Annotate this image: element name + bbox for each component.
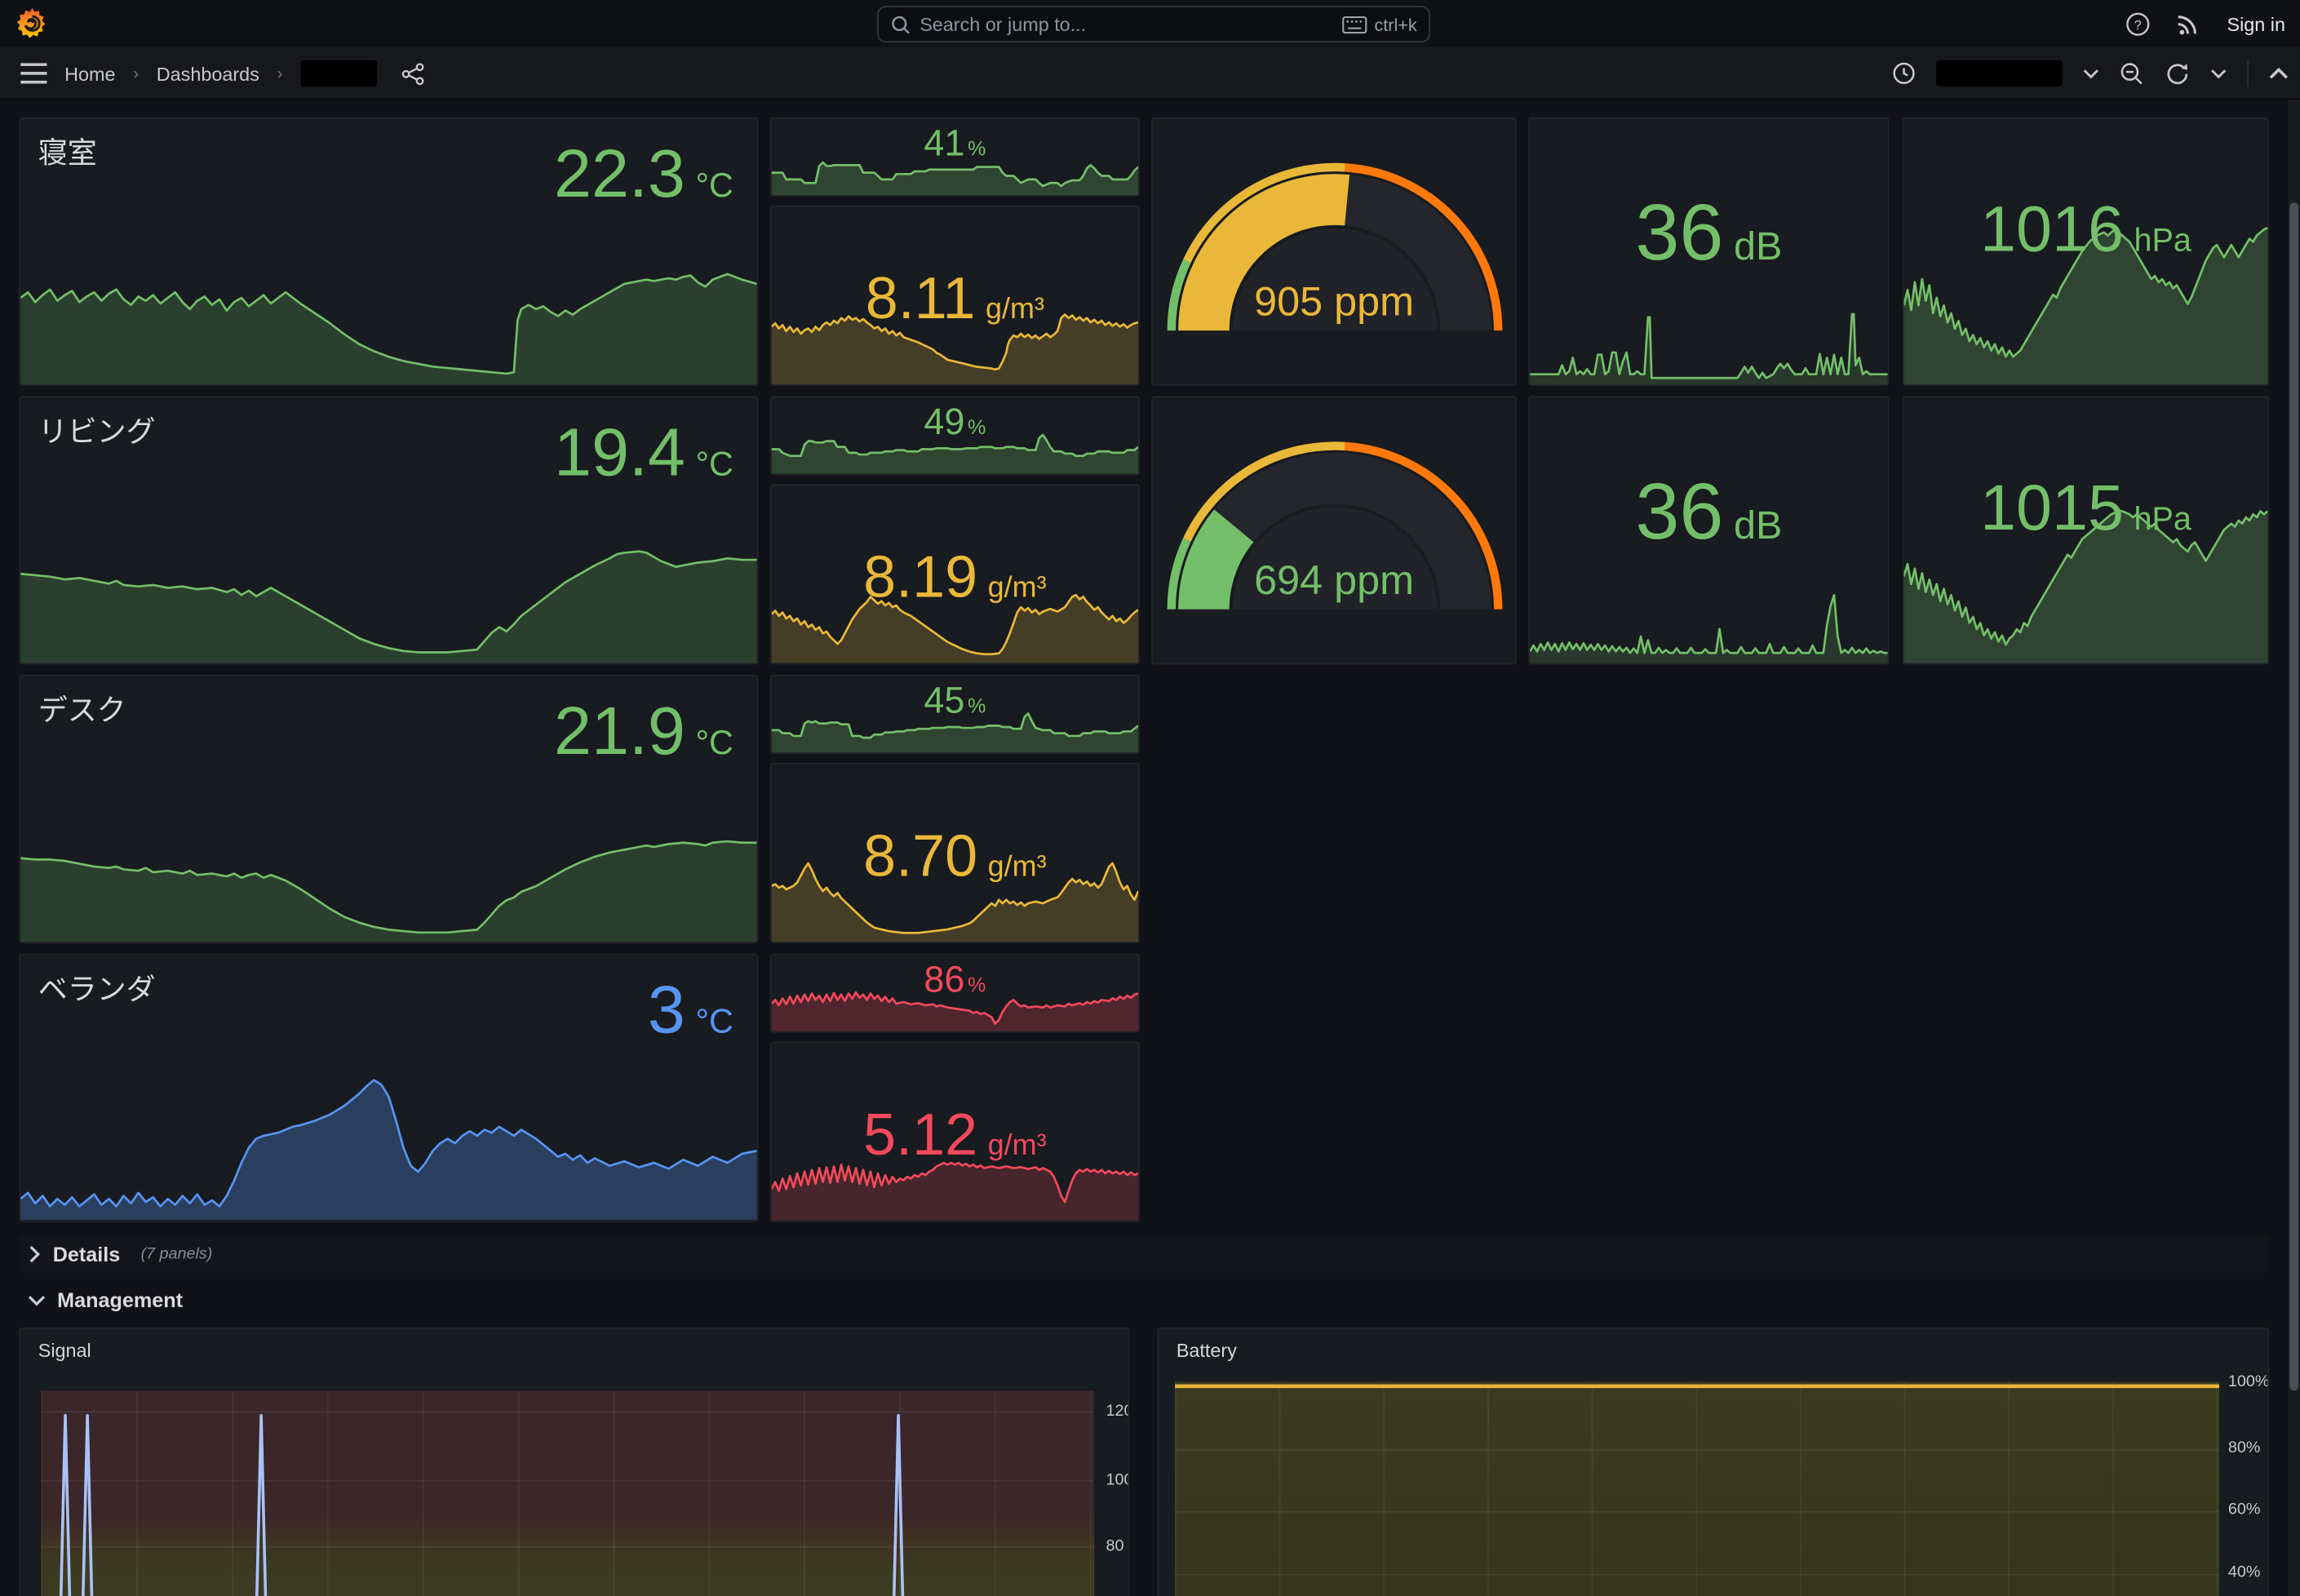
search-icon [890,14,911,34]
toolbar-divider [2247,60,2249,86]
chevron-right-icon [28,1245,41,1263]
noise-sparkline[interactable] [1530,304,1888,384]
abs-humidity-value: 8.19g/m³ [772,546,1138,612]
zoom-out-icon[interactable] [2120,61,2145,86]
sign-in-button[interactable]: Sign in [2227,12,2285,34]
svg-text:?: ? [2134,17,2142,32]
temp-value: 21.9°C [554,691,733,770]
co2-value: 694 ppm [1153,556,1515,604]
noise-value: 36dB [1530,188,1888,278]
panel-noise-living[interactable]: 36dB [1528,396,1889,664]
refresh-icon[interactable] [2165,61,2191,86]
temp-sparkline[interactable] [20,236,756,384]
search-shortcut: ctrl+k [1342,14,1417,34]
grafana-dashboard: Search or jump to... ctrl+k ? Sign in H [0,0,2300,1596]
y-axis-tick: 40% [2228,1563,2261,1581]
panel-battery[interactable]: Battery 100% 80% 60% 40% [1157,1328,2269,1596]
chevron-down-icon [28,1293,46,1306]
pressure-value: 1015hPa [1904,472,2268,545]
y-axis-tick: 100% [2228,1373,2269,1391]
noise-value: 36dB [1530,467,1888,557]
panel-humidity-veranda[interactable]: 86% [770,954,1140,1033]
panel-title: デスク [38,686,126,729]
temp-sparkline[interactable] [20,1062,756,1221]
panel-abs-humidity-living[interactable]: 8.19g/m³ [770,484,1140,664]
menu-hamburger-icon[interactable] [20,63,47,83]
panel-pressure-bedroom[interactable]: 1016hPa [1903,117,2269,386]
keyboard-icon [1342,16,1367,33]
battery-series [1175,1382,2219,1596]
panel-humidity-bedroom[interactable]: 41% [770,117,1140,197]
noise-sparkline[interactable] [1530,583,1888,663]
search-input[interactable]: Search or jump to... ctrl+k [877,6,1430,42]
y-axis-tick: 80% [2228,1439,2261,1457]
search-placeholder: Search or jump to... [920,13,1333,35]
humidity-value: 49% [772,402,1138,445]
signal-plot-area[interactable] [41,1390,1094,1596]
battery-plot-area[interactable] [1175,1382,2219,1596]
temp-sparkline[interactable] [20,793,756,942]
panel-co2-gauge-bedroom[interactable]: 905 ppm [1151,117,1517,386]
y-axis-tick: 60% [2228,1501,2261,1518]
panel-signal[interactable]: Signal 120 100 80 [19,1328,1129,1596]
panel-noise-bedroom[interactable]: 36dB [1528,117,1889,386]
panel-humidity-desk[interactable]: 45% [770,675,1140,754]
time-range-redacted[interactable] [1936,60,2063,86]
panel-temp-bedroom[interactable]: 寝室 22.3°C [19,117,758,386]
panel-abs-humidity-veranda[interactable]: 5.12g/m³ [770,1041,1140,1221]
panel-humidity-living[interactable]: 49% [770,396,1140,475]
breadcrumb-separator-icon: › [133,63,139,83]
share-icon[interactable] [400,61,425,86]
news-rss-icon[interactable] [2177,11,2200,35]
humidity-value: 41% [772,123,1138,166]
abs-humidity-value: 8.11g/m³ [772,267,1138,333]
abs-humidity-value: 5.12g/m³ [772,1103,1138,1169]
panel-temp-veranda[interactable]: ベランダ 3°C [19,954,758,1222]
panel-abs-humidity-bedroom[interactable]: 8.11g/m³ [770,206,1140,386]
refresh-interval-chevron-down-icon[interactable] [2210,69,2227,79]
row-details[interactable]: Details (7 panels) [19,1235,2269,1274]
y-axis-tick: 120 [1106,1403,1130,1421]
dashboard-toolbar: Home › Dashboards › [0,47,2300,100]
pressure-value: 1016hPa [1904,193,2268,267]
panel-temp-living[interactable]: リビング 19.4°C [19,396,758,664]
kiosk-chevron-up-icon[interactable] [2269,68,2288,79]
breadcrumb-home[interactable]: Home [64,62,115,84]
abs-humidity-value: 8.70g/m³ [772,825,1138,891]
panel-title: ベランダ [38,965,156,1008]
temp-value: 22.3°C [554,134,733,213]
panel-title: 寝室 [38,129,97,171]
panel-temp-desk[interactable]: デスク 21.9°C [19,675,758,943]
breadcrumb-separator-icon: › [277,63,282,83]
top-nav-bar: Search or jump to... ctrl+k ? Sign in [0,0,2300,47]
scrollbar-thumb[interactable] [2289,202,2298,1390]
panel-title: リビング [38,408,156,450]
humidity-value: 86% [772,960,1138,1002]
scrollbar-track[interactable] [2289,100,2300,1596]
breadcrumb-dashboards[interactable]: Dashboards [157,62,259,84]
temp-value: 3°C [648,969,733,1048]
humidity-value: 45% [772,681,1138,723]
panel-title: Battery [1177,1339,1237,1361]
co2-value: 905 ppm [1153,278,1515,326]
row-management[interactable]: Management [19,1280,2269,1319]
panel-title: Signal [38,1339,91,1361]
time-range-chevron-down-icon[interactable] [2083,69,2099,79]
temp-sparkline[interactable] [20,514,756,663]
y-axis-tick: 80 [1106,1537,1124,1555]
panel-pressure-living[interactable]: 1015hPa [1903,396,2269,664]
y-axis-tick: 100 [1106,1471,1130,1489]
time-range-clock-icon[interactable] [1892,62,1916,86]
panel-co2-gauge-living[interactable]: 694 ppm [1151,396,1517,664]
help-icon[interactable]: ? [2125,11,2151,36]
signal-series [41,1390,1094,1596]
temp-value: 19.4°C [554,412,733,491]
breadcrumb-dashboard-name-redacted[interactable] [300,60,376,86]
grafana-logo[interactable] [15,6,50,41]
panel-abs-humidity-desk[interactable]: 8.70g/m³ [770,763,1140,943]
